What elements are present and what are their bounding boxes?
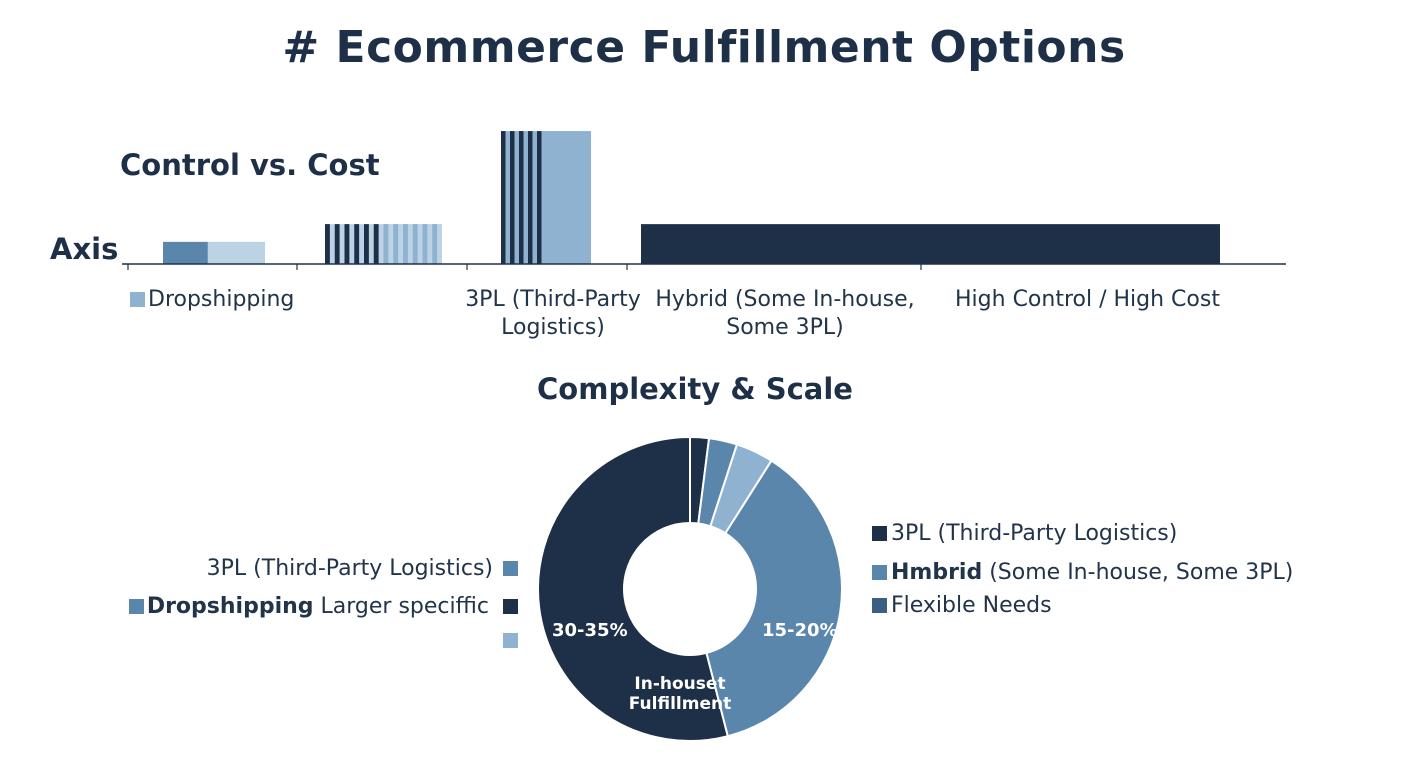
legend-left-text-dropshipping: Larger speciffic <box>313 594 489 619</box>
legend-right-text-flexible: Flexible Needs <box>891 593 1052 618</box>
legend-lead-swatch <box>128 599 144 614</box>
bar-3pl-stripe <box>537 131 542 264</box>
donut-slice-4 <box>538 437 730 741</box>
donut-slice-3 <box>705 459 842 738</box>
bar-hybrid <box>641 224 1220 264</box>
category-label-dropshipping-text: Dropshipping <box>148 287 295 312</box>
bar-unlabeled-stripe <box>412 224 418 264</box>
slice-label-in-house: In-houset Fulfillment <box>628 674 732 714</box>
bar-unlabeled-stripe <box>354 224 360 264</box>
bar-3pl <box>501 131 591 264</box>
bar-dropshipping-right <box>207 241 265 264</box>
bar-unlabeled-stripe <box>383 224 389 264</box>
y-axis-label: Axis <box>50 232 119 266</box>
legend-left-item-dropshipping: Dropshipping Larger speciffic <box>128 594 518 619</box>
legend-swatch <box>872 526 887 541</box>
bar-3pl-stripe <box>510 131 515 264</box>
legend-swatch <box>503 599 518 614</box>
bar-unlabeled-stripe <box>393 224 399 264</box>
bar-chart <box>122 131 1286 270</box>
legend-right-item-flexible: Flexible Needs <box>872 593 1052 618</box>
bar-unlabeled-stripe <box>334 224 340 264</box>
slice-label-15-20: 15-20% <box>762 620 838 641</box>
bar-unlabeled-stripe <box>364 224 369 264</box>
bar-3pl-stripe <box>501 131 506 264</box>
category-label-high-control: High Control / High Cost <box>955 287 1220 312</box>
legend-left-item-3pl: 3PL (Third-Party Logistics) <box>207 556 518 581</box>
legend-swatch <box>872 598 887 613</box>
legend-right-bold-hybrid: Hmbrid <box>891 560 983 585</box>
legend-right-text-hybrid: (Some In-house, Some 3PL) <box>982 560 1294 585</box>
bar-unlabeled-stripe <box>422 224 428 264</box>
category-label-dropshipping: Dropshipping <box>130 286 294 314</box>
bar-unlabeled-stripe <box>403 224 408 264</box>
bar-3pl-stripe <box>519 131 524 264</box>
legend-swatch <box>503 633 518 648</box>
legend-right-text-3pl: 3PL (Third-Party Logistics) <box>891 521 1178 546</box>
bar-3pl-stripe <box>528 131 533 264</box>
bar-unlabeled-stripe <box>373 224 379 264</box>
legend-right-item-hybrid: Hmbrid (Some In-house, Some 3PL) <box>872 560 1293 585</box>
legend-left-text-3pl: 3PL (Third-Party Logistics) <box>206 556 493 581</box>
legend-swatch <box>503 561 518 576</box>
legend-left-item-empty <box>503 628 518 653</box>
bar-unlabeled-stripe <box>432 224 438 264</box>
category-label-hybrid: Hybrid (Some In-house, Some 3PL) <box>655 287 915 340</box>
category-label-3pl: 3PL (Third-Party Logistics) <box>465 287 641 340</box>
slice-label-30-35: 30-35% <box>552 620 628 641</box>
bar-chart-title: Control vs. Cost <box>120 148 380 182</box>
legend-right-item-3pl: 3PL (Third-Party Logistics) <box>872 521 1177 546</box>
legend-left-bold-dropshipping: Dropshipping <box>146 594 314 619</box>
donut-chart-title: Complexity & Scale <box>537 372 853 406</box>
page-title: # Ecommerce Fulfillment Options <box>282 22 1126 73</box>
bar-unlabeled-stripe <box>325 224 330 264</box>
legend-swatch <box>872 565 887 580</box>
bar-dropshipping-left <box>163 241 208 264</box>
bar-unlabeled-stripe <box>344 224 350 264</box>
dropshipping-swatch <box>130 292 145 307</box>
donut-chart <box>538 437 842 741</box>
